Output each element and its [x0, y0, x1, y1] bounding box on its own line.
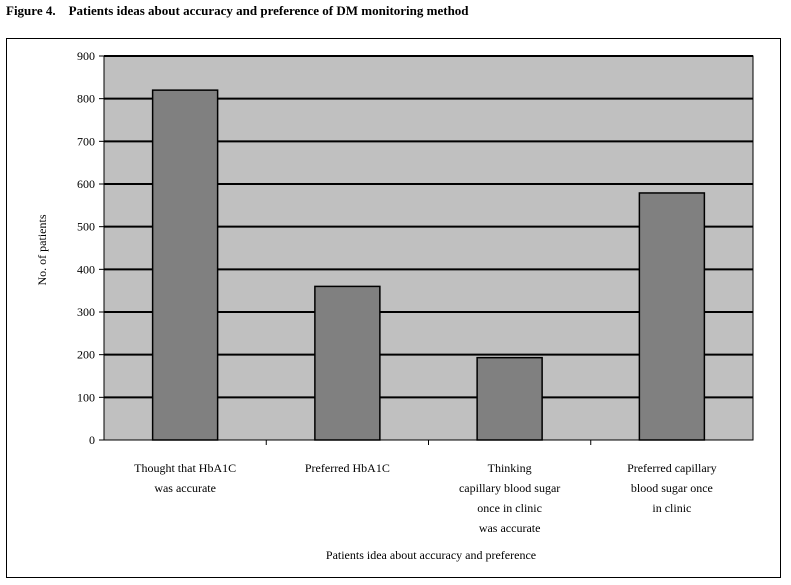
figure-label: Figure 4. [6, 3, 56, 18]
bar [151, 89, 219, 441]
bar [638, 192, 706, 441]
y-tick-label: 200 [77, 348, 95, 362]
y-tick-label: 300 [77, 305, 95, 319]
x-axis-title: Patients idea about accuracy and prefere… [326, 548, 536, 562]
y-tick-label: 500 [77, 220, 95, 234]
x-tick-label: Thought that HbA1C was accurate [134, 461, 236, 495]
figure-title-text: Patients ideas about accuracy and prefer… [68, 3, 469, 18]
y-tick-label: 400 [77, 262, 95, 276]
y-tick-label: 600 [77, 177, 95, 191]
x-tick-label-line: once in clinic [477, 501, 542, 515]
x-tick-label-line: Preferred capillary [627, 461, 717, 475]
y-tick-label: 900 [77, 49, 95, 63]
x-tick-label: Thinking capillary blood sugar once in cli… [459, 461, 560, 535]
x-tick-label-line: in clinic [652, 501, 691, 515]
x-tick-label-line: Thought that HbA1C [134, 461, 236, 475]
y-axis-title: No. of patients [35, 214, 49, 285]
x-tick-label-line: Thinking [488, 461, 532, 475]
x-tick-label: Preferred capillary blood sugar once in cl… [627, 461, 717, 515]
x-tick-label-line: capillary blood sugar [459, 481, 560, 495]
chart-frame [6, 38, 781, 578]
bar [476, 356, 543, 441]
x-tick-label: Preferred HbA1C [305, 461, 390, 475]
bar [314, 285, 381, 441]
y-tick-label: 700 [77, 134, 95, 148]
x-tick-label-line: blood sugar once [631, 481, 713, 495]
x-tick-label-line: Preferred HbA1C [305, 461, 390, 475]
y-tick-label: 0 [89, 433, 95, 447]
y-tick-label: 800 [77, 92, 95, 106]
figure-title: Figure 4. Patients ideas about accuracy … [6, 3, 469, 19]
x-tick-label-line: was accurate [479, 521, 541, 535]
y-tick-label: 100 [77, 390, 95, 404]
x-tick-label-line: was accurate [154, 481, 216, 495]
